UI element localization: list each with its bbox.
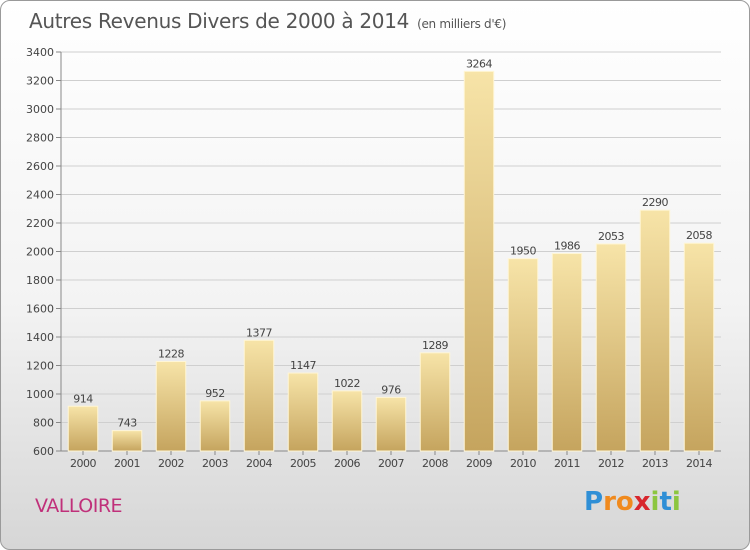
y-tick-label: 800 <box>33 417 54 430</box>
y-tick-label: 1400 <box>26 331 54 344</box>
x-tick-label: 2013 <box>642 457 668 470</box>
bar-value-label: 1228 <box>158 348 184 361</box>
proxiti-logo: Proxiti <box>584 487 681 517</box>
y-tick-label: 3000 <box>26 103 54 116</box>
x-tick-label: 2012 <box>598 457 624 470</box>
logo-letter: o <box>615 487 634 517</box>
bar-value-label: 1289 <box>422 339 448 352</box>
logo-letter: P <box>584 487 604 517</box>
x-tick-label: 2011 <box>554 457 580 470</box>
bar <box>287 372 319 452</box>
chart-title-main: Autres Revenus Divers de 2000 à 2014 <box>29 9 410 33</box>
x-tick-label: 2005 <box>290 457 316 470</box>
x-tick-label: 2008 <box>422 457 448 470</box>
y-tick-label: 2800 <box>26 132 54 145</box>
bar <box>375 396 407 452</box>
chart-title: Autres Revenus Divers de 2000 à 2014 (en … <box>29 9 506 33</box>
bar <box>683 242 715 452</box>
bar <box>111 430 143 452</box>
bar <box>243 339 275 452</box>
bar <box>507 258 539 452</box>
y-tick-label: 2200 <box>26 217 54 230</box>
bar <box>639 209 671 452</box>
bar-value-label: 914 <box>73 392 93 405</box>
bar <box>331 390 363 452</box>
bar <box>419 352 451 452</box>
bar-value-label: 743 <box>117 417 137 430</box>
y-tick-label: 600 <box>33 445 54 458</box>
x-tick-label: 2004 <box>246 457 272 470</box>
bar <box>595 243 627 452</box>
x-tick-label: 2003 <box>202 457 228 470</box>
bar <box>155 361 187 452</box>
bar-value-label: 1986 <box>554 239 580 252</box>
x-tick-label: 2010 <box>510 457 536 470</box>
logo-letter: x <box>633 487 651 517</box>
bar-value-label: 2058 <box>686 229 712 242</box>
x-tick-label: 2002 <box>158 457 184 470</box>
y-tick-label: 2000 <box>26 246 54 259</box>
bar-value-label: 1950 <box>510 245 536 258</box>
x-tick-label: 2001 <box>114 457 140 470</box>
logo-letter: i <box>650 487 660 517</box>
location-label: VALLOIRE <box>35 495 123 517</box>
y-tick-label: 1200 <box>26 360 54 373</box>
bar <box>551 252 583 452</box>
bar <box>199 400 231 452</box>
bar-value-label: 1147 <box>290 359 316 372</box>
bar <box>463 70 495 452</box>
x-tick-label: 2014 <box>686 457 712 470</box>
x-tick-label: 2000 <box>70 457 96 470</box>
y-tick-label: 3200 <box>26 75 54 88</box>
y-tick-label: 1800 <box>26 274 54 287</box>
x-tick-label: 2006 <box>334 457 360 470</box>
y-tick-label: 2400 <box>26 189 54 202</box>
chart-title-unit: (en milliers d'€) <box>417 17 507 31</box>
bar <box>67 405 99 452</box>
bar-value-label: 2290 <box>642 196 668 209</box>
bar-value-label: 1022 <box>334 377 360 390</box>
logo-letter: r <box>603 487 616 517</box>
y-tick-label: 2600 <box>26 160 54 173</box>
logo-letter: t <box>659 487 672 517</box>
x-tick-label: 2009 <box>466 457 492 470</box>
y-tick-label: 3400 <box>26 46 54 59</box>
x-tick-label: 2007 <box>378 457 404 470</box>
logo-letter: i <box>671 487 681 517</box>
bar-value-label: 952 <box>205 387 225 400</box>
bar-value-label: 976 <box>381 383 401 396</box>
bar-value-label: 2053 <box>598 230 624 243</box>
bar-value-label: 1377 <box>246 326 272 339</box>
y-tick-label: 1600 <box>26 303 54 316</box>
bar-value-label: 3264 <box>466 57 492 70</box>
y-tick-label: 1000 <box>26 388 54 401</box>
